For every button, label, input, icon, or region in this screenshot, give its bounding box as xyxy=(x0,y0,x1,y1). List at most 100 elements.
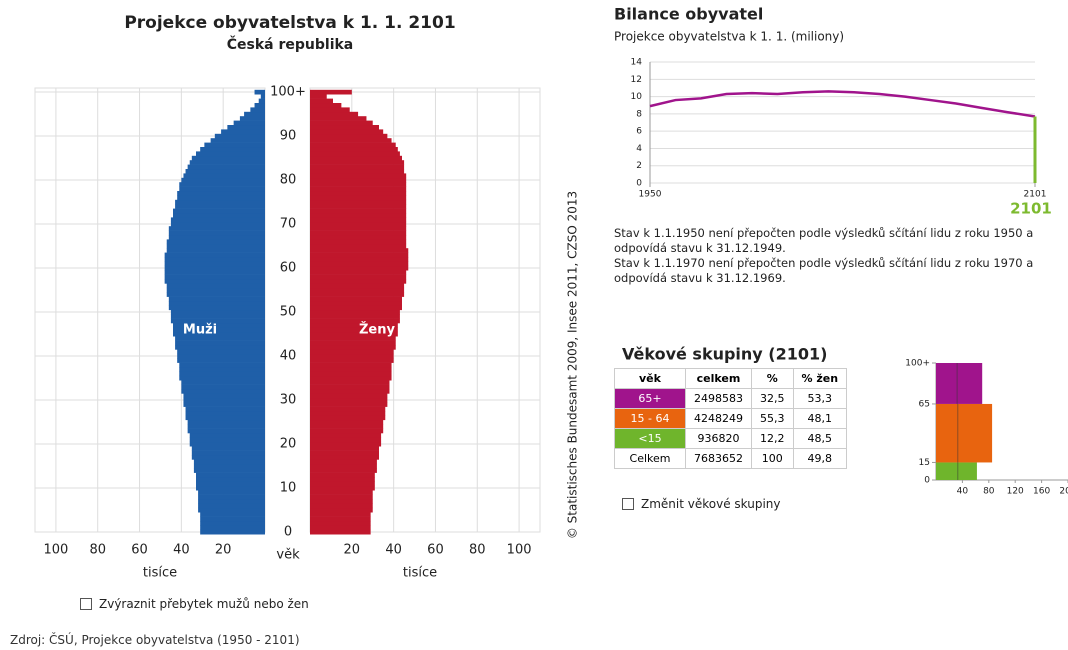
bar xyxy=(310,133,388,139)
series-label: Ženy xyxy=(359,322,395,338)
bar xyxy=(310,191,407,196)
bar xyxy=(310,349,394,355)
bar xyxy=(310,468,377,473)
bar xyxy=(177,191,265,196)
y-tick-label: 65 xyxy=(919,399,930,409)
bar xyxy=(310,437,382,443)
bar xyxy=(177,195,265,201)
bar xyxy=(310,155,402,161)
y-tick-label: 0 xyxy=(924,476,930,486)
bar xyxy=(310,331,398,337)
bar xyxy=(310,494,373,500)
bar xyxy=(200,525,265,531)
bar xyxy=(310,477,375,482)
bar xyxy=(170,217,265,223)
bar xyxy=(310,402,388,407)
y-tick-label: 14 xyxy=(631,58,643,68)
copyright: © Statistisches Bundesamt 2009, Insee 20… xyxy=(566,191,580,539)
pyramid-title: Projekce obyvatelstva k 1. 1. 2101 xyxy=(124,13,455,33)
x-tick-label: 80 xyxy=(983,487,995,497)
header-cell: % xyxy=(751,368,794,389)
bar xyxy=(310,287,405,293)
x-tick-label: 40 xyxy=(957,487,969,497)
note: Stav k 1.1.1970 není přepočten podle výs… xyxy=(614,256,1034,285)
bar xyxy=(164,261,265,267)
source: Zdroj: ČSÚ, Projekce obyvatelstva (1950 … xyxy=(10,633,300,647)
x-axis-label: tisíce xyxy=(143,566,177,581)
bar xyxy=(310,345,396,350)
bar xyxy=(233,120,265,126)
bar xyxy=(310,103,342,108)
checkbox-label: Změnit věkové skupiny xyxy=(641,497,781,511)
bar xyxy=(164,257,265,262)
bar xyxy=(310,226,407,231)
bar xyxy=(310,177,407,183)
bar xyxy=(310,235,407,240)
bar xyxy=(310,485,375,491)
bar xyxy=(196,485,265,491)
bar xyxy=(168,301,265,306)
bar xyxy=(187,164,265,170)
bar xyxy=(310,164,405,170)
x-tick-label: 120 xyxy=(1007,487,1024,497)
x-axis-label: tisíce xyxy=(403,566,437,581)
bar xyxy=(310,521,371,526)
bar xyxy=(310,120,373,126)
bar xyxy=(177,353,265,359)
notes: Stav k 1.1.1950 není přepočten podle výs… xyxy=(614,226,1054,286)
bar xyxy=(179,367,265,372)
line xyxy=(649,90,1036,118)
cell: 32,5 xyxy=(751,388,794,409)
y-tick-label: 15 xyxy=(919,458,930,468)
bar xyxy=(310,327,398,333)
x-tick-label: 2101 xyxy=(1024,190,1047,200)
x-tick-label: 20 xyxy=(344,543,361,558)
x-tick-label: 100 xyxy=(507,543,532,558)
checkbox-box[interactable] xyxy=(80,598,92,610)
bar xyxy=(170,221,265,227)
bar xyxy=(175,199,265,205)
bar xyxy=(166,292,265,297)
pyramid-subtitle: Česká republika xyxy=(227,35,354,53)
cell: <15 xyxy=(614,428,686,449)
y-tick-label: 6 xyxy=(636,127,642,137)
cell: 100 xyxy=(751,448,794,469)
checkbox[interactable]: Změnit věkové skupiny xyxy=(622,497,781,511)
y-tick-label: 8 xyxy=(636,109,642,119)
bar xyxy=(310,433,382,438)
bar xyxy=(310,446,379,451)
bar xyxy=(177,349,265,355)
bar xyxy=(179,362,265,368)
cell: 48,1 xyxy=(792,408,848,429)
bar xyxy=(310,217,407,223)
cell: 12,2 xyxy=(751,428,794,449)
bar xyxy=(173,323,265,328)
bar xyxy=(310,89,352,95)
bar xyxy=(310,248,409,253)
bar xyxy=(170,309,265,315)
bar xyxy=(185,406,265,412)
bar xyxy=(310,428,384,434)
checkbox[interactable]: Zvýraznit přebytek mužů nebo žen xyxy=(80,597,309,611)
bar xyxy=(164,279,265,284)
bar xyxy=(260,94,265,99)
x-tick-label: 40 xyxy=(385,543,402,558)
row: Celkem 7683652 100 49,8 xyxy=(614,448,848,469)
bar xyxy=(191,450,265,456)
bar xyxy=(166,283,265,289)
bar xyxy=(181,177,265,183)
y-tick-label: 40 xyxy=(280,349,297,364)
x-tick-label: 80 xyxy=(469,543,486,558)
bar xyxy=(170,314,265,319)
bar xyxy=(310,265,409,271)
checkbox-box[interactable] xyxy=(622,498,634,510)
bar xyxy=(185,411,265,416)
x-tick-label: 20 xyxy=(215,543,232,558)
bar xyxy=(164,270,265,275)
bar xyxy=(183,173,265,179)
series-label: Muži xyxy=(183,323,217,338)
bar xyxy=(250,107,265,113)
cell: 55,3 xyxy=(751,408,794,429)
header-row: věk celkem%% žen xyxy=(614,368,848,389)
bar xyxy=(310,243,407,249)
